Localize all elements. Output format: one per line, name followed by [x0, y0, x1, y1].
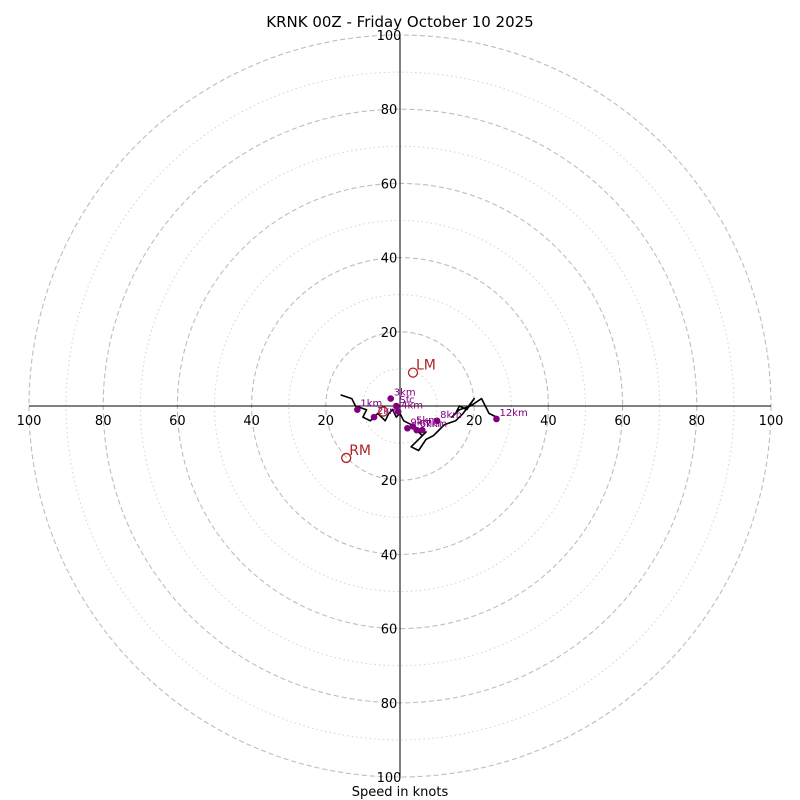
- height-point: [394, 408, 402, 415]
- mean-wind-marker: [378, 406, 389, 417]
- hodograph-trace: [340, 394, 497, 452]
- storm-motion-layer: LM RM: [341, 358, 436, 464]
- x-tick-label: 100: [17, 414, 42, 429]
- x-tick-label: 20: [318, 414, 335, 429]
- height-point: [413, 426, 420, 434]
- height-point: [418, 426, 426, 434]
- x-tick-label: 20: [466, 414, 483, 429]
- height-point-label: 7km: [425, 419, 447, 430]
- storm-motion-label: RM: [349, 443, 371, 459]
- x-axis-label: Speed in knots: [352, 785, 449, 800]
- x-tick-label: 40: [243, 414, 260, 429]
- height-point: [387, 395, 395, 402]
- height-point: [404, 424, 411, 432]
- x-tick-label: 80: [95, 414, 112, 429]
- x-tick-label: 60: [169, 414, 186, 429]
- y-tick-label: 80: [381, 697, 398, 712]
- x-tick-label: 80: [689, 414, 706, 429]
- height-point: [354, 406, 361, 414]
- y-tick-label: 40: [381, 548, 398, 563]
- height-point-label: 12km: [499, 408, 527, 419]
- x-tick-label: 60: [614, 414, 631, 429]
- y-tick-label: 60: [381, 177, 398, 192]
- storm-motion-label: LM: [416, 358, 436, 374]
- height-point-label: 4km: [401, 401, 423, 412]
- height-point: [433, 417, 441, 425]
- y-tick-label: 60: [381, 623, 398, 638]
- hodograph-trace-layer: [340, 394, 497, 452]
- storm-motion-marker: [341, 452, 352, 464]
- height-point: [370, 413, 378, 421]
- height-point-label: 5km: [416, 415, 438, 426]
- y-tick-label: 20: [381, 474, 398, 489]
- y-tick-label: 40: [381, 252, 398, 267]
- storm-motion-marker: [407, 367, 419, 378]
- axes: [29, 35, 771, 777]
- height-point-label: 9km: [410, 417, 432, 428]
- height-point-label: 3km: [394, 388, 416, 399]
- y-tick-label: 80: [381, 103, 398, 118]
- height-point: [392, 402, 400, 410]
- x-tick-label: 100: [759, 414, 784, 429]
- height-point-label: 1km: [360, 399, 382, 410]
- height-point-label: 6km: [420, 419, 442, 430]
- chart-title: KRNK 00Z - Friday October 10 2025: [266, 13, 533, 31]
- height-point-label: Sfc: [399, 395, 414, 406]
- x-tick-label: 40: [540, 414, 557, 429]
- y-tick-label: 100: [377, 771, 402, 786]
- y-tick-label: 20: [381, 326, 398, 341]
- tick-labels: 100 100 80 80 60 60 40 40 20 20 20 20 40 40 60 60 80 80 10…: [17, 29, 784, 786]
- height-point: [493, 415, 500, 423]
- y-tick-label: 100: [377, 29, 402, 44]
- height-point-label: 8km: [440, 410, 462, 421]
